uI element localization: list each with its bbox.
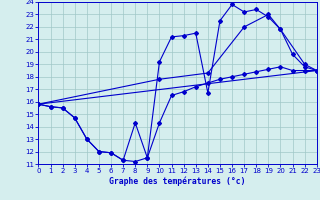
X-axis label: Graphe des températures (°c): Graphe des températures (°c)	[109, 177, 246, 186]
